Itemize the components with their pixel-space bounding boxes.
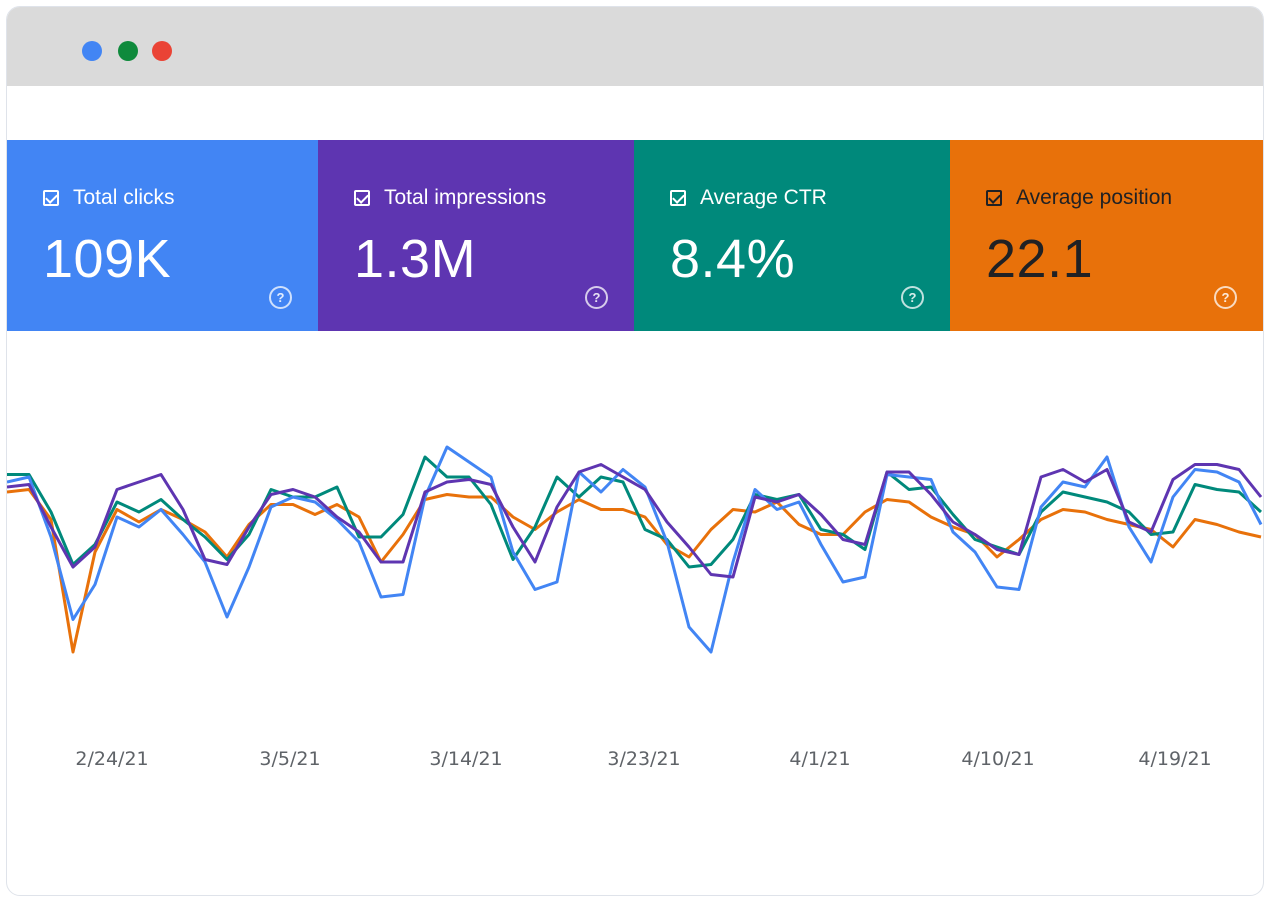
series-line-total-clicks[interactable] <box>7 445 1263 654</box>
metric-label: Average position <box>1016 186 1173 209</box>
x-axis-tick-label: 4/19/21 <box>1138 748 1211 770</box>
help-icon[interactable]: ? <box>901 286 924 309</box>
metric-label: Total impressions <box>384 186 547 209</box>
metric-card-average-position[interactable]: Average position 22.1 ? <box>950 140 1263 331</box>
metric-value: 22.1 <box>986 229 1094 289</box>
green-dot-icon[interactable] <box>118 41 138 61</box>
metric-value: 1.3M <box>354 229 477 289</box>
window-titlebar <box>7 7 1263 86</box>
metric-card-total-impressions[interactable]: Total impressions 1.3M ? <box>318 140 634 331</box>
checkbox-checked-icon[interactable] <box>354 190 370 206</box>
help-icon[interactable]: ? <box>1214 286 1237 309</box>
x-axis-tick-label: 4/10/21 <box>961 748 1034 770</box>
series-line-average-ctr[interactable] <box>7 455 1263 569</box>
help-icon[interactable]: ? <box>585 286 608 309</box>
blue-dot-icon[interactable] <box>82 41 102 61</box>
x-axis-tick-label: 3/14/21 <box>429 748 502 770</box>
metric-label: Average CTR <box>700 186 827 209</box>
x-axis-tick-label: 2/24/21 <box>75 748 148 770</box>
performance-line-chart: 2/24/21 3/5/21 3/14/21 3/23/21 4/1/21 4/10/21… <box>7 445 1263 770</box>
series-line-average-position[interactable] <box>7 488 1262 654</box>
metric-card-total-clicks[interactable]: Total clicks 109K ? <box>7 140 318 331</box>
metric-label: Total clicks <box>73 186 175 209</box>
metric-card-average-ctr[interactable]: Average CTR 8.4% ? <box>634 140 950 331</box>
metric-cards: Total clicks 109K ? Total impressions 1.… <box>7 140 1263 331</box>
metric-value: 109K <box>43 229 172 289</box>
checkbox-checked-icon[interactable] <box>986 190 1002 206</box>
help-icon[interactable]: ? <box>269 286 292 309</box>
x-axis-tick-label: 4/1/21 <box>789 748 850 770</box>
browser-window: Total clicks 109K ? Total impressions 1.… <box>6 6 1264 896</box>
series-line-total-impressions[interactable] <box>7 463 1263 579</box>
red-dot-icon[interactable] <box>152 41 172 61</box>
metric-value: 8.4% <box>670 229 796 289</box>
checkbox-checked-icon[interactable] <box>670 190 686 206</box>
x-axis-tick-label: 3/23/21 <box>607 748 680 770</box>
checkbox-checked-icon[interactable] <box>43 190 59 206</box>
x-axis-tick-label: 3/5/21 <box>259 748 320 770</box>
